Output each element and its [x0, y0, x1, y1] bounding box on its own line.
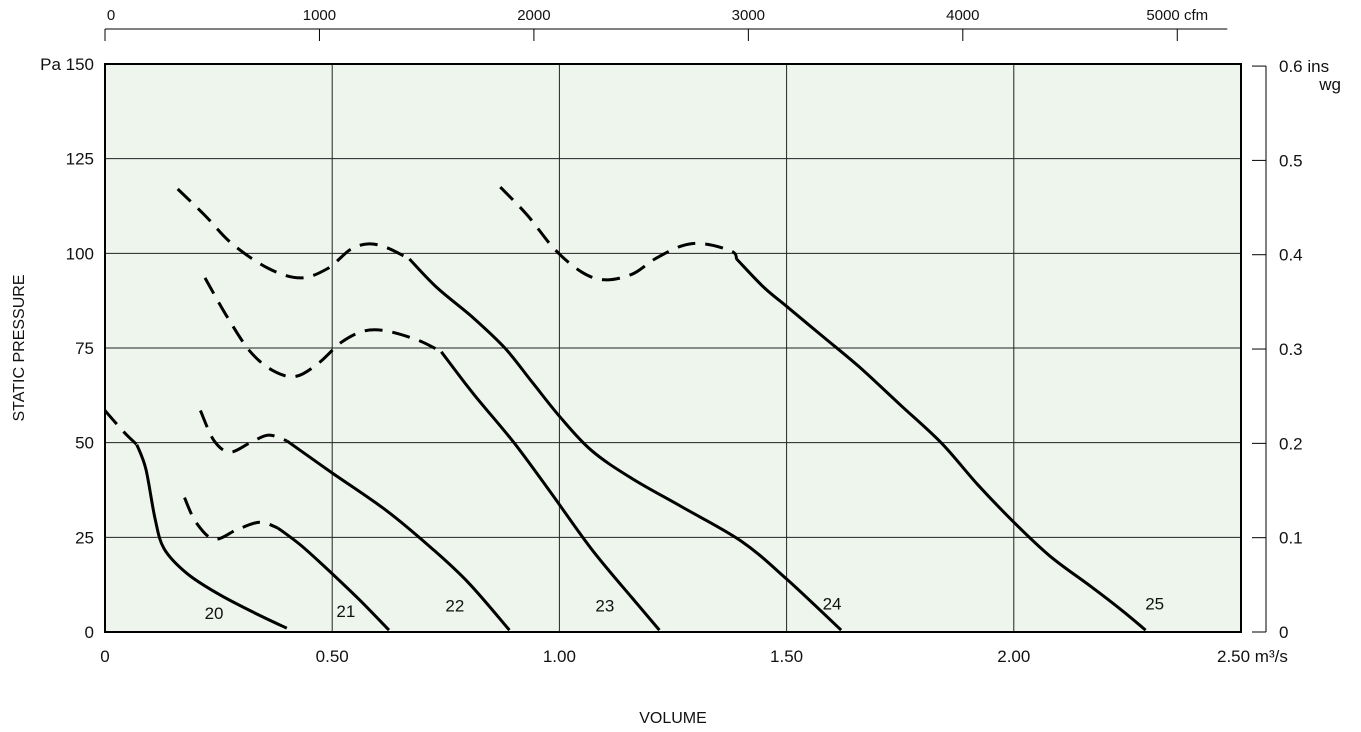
fan-curves	[103, 186, 1147, 632]
ins-tick-label: 0.2	[1279, 434, 1303, 453]
y-axis-tick-labels: 0 25 50 75 100 125 Pa 150	[40, 55, 94, 642]
x-tick-label: 2.00	[997, 647, 1030, 666]
x-tick-label: 2.50 m³/s	[1217, 647, 1288, 666]
curve-20-stall-region	[103, 409, 138, 446]
y-axis-title: STATIC PRESSURE	[11, 275, 28, 422]
y-tick-label: Pa 150	[40, 55, 94, 74]
curve-labels: 20 21 22 23 24 25	[205, 595, 1165, 623]
curve-23-stall-region	[203, 277, 442, 379]
x-tick-label: 0	[100, 647, 109, 666]
cfm-tick-label: 5000 cfm	[1146, 7, 1208, 24]
y-tick-label: 25	[75, 528, 94, 547]
cfm-tick-label: 1000	[303, 7, 336, 24]
curve-label-23: 23	[595, 596, 614, 615]
curve-24-stall-region	[176, 187, 411, 280]
ins-tick-label: 0.6 ins	[1279, 57, 1329, 76]
y-tick-label: 50	[75, 434, 94, 453]
x-tick-label: 1.50	[770, 647, 803, 666]
curve-label-22: 22	[445, 596, 464, 615]
ins-unit-label: wg	[1318, 75, 1341, 94]
curve-21-stall-region	[183, 496, 279, 541]
curve-22-stall-region	[199, 409, 288, 454]
plot-frame	[104, 63, 1242, 633]
y-tick-label: 125	[66, 150, 94, 169]
grid-lines	[105, 64, 1241, 632]
x-tick-label: 0.50	[316, 647, 349, 666]
curve-23-operating-region	[440, 350, 661, 632]
x-tick-label: 1.00	[543, 647, 576, 666]
curve-label-25: 25	[1145, 595, 1164, 614]
curve-label-21: 21	[336, 602, 355, 621]
curve-20-operating-region	[135, 444, 288, 630]
ins-tick-label: 0	[1279, 623, 1288, 642]
ins-tick-label: 0.4	[1279, 246, 1303, 265]
cfm-tick-label: 2000	[517, 7, 550, 24]
ins-tick-label: 0.1	[1279, 529, 1303, 548]
curve-25-stall-region	[499, 186, 739, 282]
curve-25-operating-region	[735, 257, 1147, 632]
ins-tick-label: 0.3	[1279, 340, 1303, 359]
cfm-tick-label: 0	[107, 7, 115, 24]
y-tick-label: 75	[75, 339, 94, 358]
curve-21-operating-region	[276, 526, 391, 632]
curve-label-24: 24	[823, 595, 842, 614]
cfm-tick-label: 4000	[946, 7, 979, 24]
y-tick-label: 0	[85, 623, 94, 642]
ins-tick-label: 0.5	[1279, 151, 1303, 170]
cfm-axis: 0 1000 2000 3000 4000 5000 cfm	[104, 7, 1228, 41]
x-axis-tick-labels: 0 0.50 1.00 1.50 2.00 2.50 m³/s	[100, 647, 1288, 666]
curve-label-20: 20	[205, 604, 224, 623]
cfm-tick-label: 3000	[732, 7, 765, 24]
y-tick-label: 100	[66, 244, 94, 263]
curve-24-operating-region	[408, 257, 843, 632]
curve-22-operating-region	[285, 439, 511, 632]
x-axis-title: VOLUME	[639, 710, 707, 727]
